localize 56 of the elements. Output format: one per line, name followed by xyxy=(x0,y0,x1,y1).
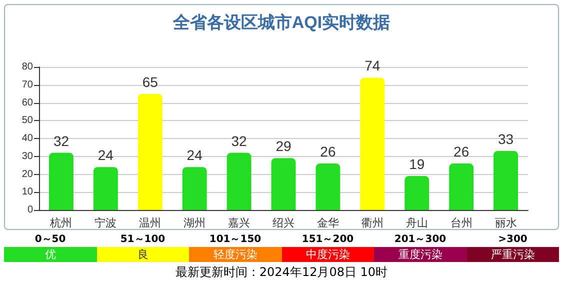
text: >300 xyxy=(497,233,528,247)
data-label: 32 xyxy=(231,132,248,149)
y-tick-label: 70 xyxy=(22,79,34,90)
bar xyxy=(49,152,74,210)
text: 201～300 xyxy=(393,233,448,247)
y-tick-label: 40 xyxy=(22,133,34,144)
x-tick-label: 杭州 xyxy=(49,216,72,230)
category-label: 重度污染 xyxy=(374,247,466,262)
bar xyxy=(494,151,518,210)
y-tick-label: 50 xyxy=(22,115,34,126)
x-tick-label: 台州 xyxy=(450,216,472,230)
data-label: 26 xyxy=(454,144,470,160)
y-tick-label: 60 xyxy=(22,97,34,108)
bar xyxy=(93,167,118,210)
bar xyxy=(182,167,207,210)
bar xyxy=(138,94,162,210)
x-tick-label: 湖州 xyxy=(184,216,206,230)
text: 151～200 xyxy=(300,233,355,247)
bar xyxy=(271,158,296,210)
y-tick-label: 10 xyxy=(22,186,34,198)
bar xyxy=(360,78,385,210)
x-tick-label: 宁波 xyxy=(94,216,117,230)
x-tick-label: 舟山 xyxy=(406,216,428,230)
data-label: 33 xyxy=(498,131,514,148)
data-label: 26 xyxy=(320,144,336,160)
y-tick-label: 0 xyxy=(27,204,34,216)
x-tick-label: 丽水 xyxy=(494,216,517,230)
data-label: 29 xyxy=(276,138,292,154)
bar xyxy=(449,164,474,210)
data-label: 24 xyxy=(186,147,203,164)
x-tick-label: 温州 xyxy=(139,216,162,230)
category-label: 良 xyxy=(96,247,189,262)
category-label: 轻度污染 xyxy=(189,247,282,262)
y-tick-label: 80 xyxy=(22,62,34,72)
text: 0～50 xyxy=(34,233,67,247)
data-label: 32 xyxy=(53,132,70,149)
category-label: 中度污染 xyxy=(282,247,374,262)
chart-title: 全省各设区城市AQI实时数据 xyxy=(172,13,390,32)
data-label: 24 xyxy=(98,147,114,164)
y-tick-label: 20 xyxy=(22,168,34,180)
x-tick-label: 绍兴 xyxy=(272,216,294,230)
bar xyxy=(404,176,430,210)
y-tick-label: 30 xyxy=(22,150,34,162)
category-label: 优 xyxy=(4,247,96,262)
text: 51～100 xyxy=(119,233,166,247)
text: 最新更新时间：2024年12月08日 10时 xyxy=(174,264,389,281)
category-label: 严重污染 xyxy=(466,247,559,262)
x-tick-label: 衢州 xyxy=(361,216,384,230)
x-tick-label: 嘉兴 xyxy=(228,216,250,230)
data-label: 19 xyxy=(409,156,425,172)
bar xyxy=(226,152,252,210)
data-label: 65 xyxy=(142,74,158,90)
x-tick-label: 金华 xyxy=(316,218,339,230)
data-label: 74 xyxy=(364,58,380,74)
text: 101～150 xyxy=(208,233,262,247)
bar xyxy=(316,164,340,210)
